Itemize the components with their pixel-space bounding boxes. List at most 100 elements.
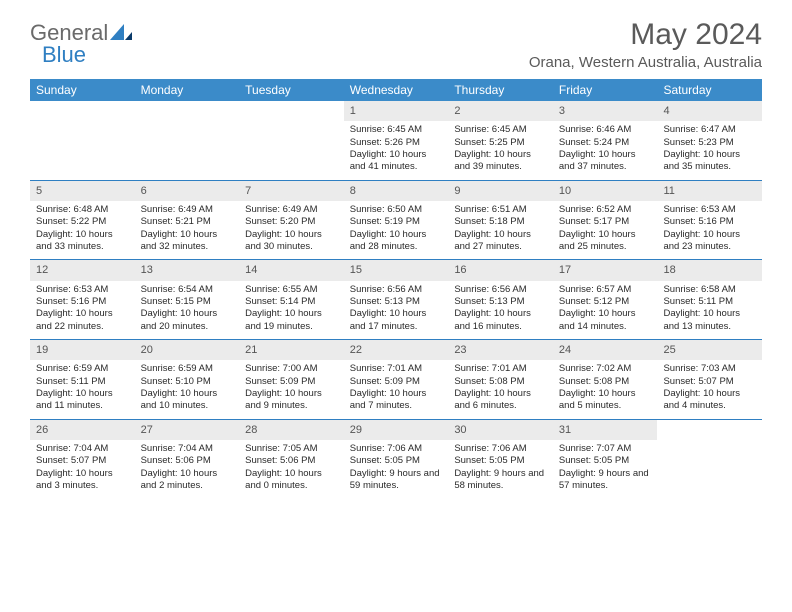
weekday-label: Wednesday [344, 79, 449, 101]
day-number: 20 [135, 340, 240, 360]
day-content: Sunrise: 7:02 AMSunset: 5:08 PMDaylight:… [553, 360, 658, 418]
calendar-week: 12Sunrise: 6:53 AMSunset: 5:16 PMDayligh… [30, 260, 762, 340]
calendar-cell: 10Sunrise: 6:52 AMSunset: 5:17 PMDayligh… [553, 181, 658, 260]
day-number: 7 [239, 181, 344, 201]
calendar-cell: 1Sunrise: 6:45 AMSunset: 5:26 PMDaylight… [344, 101, 449, 180]
day-number: 10 [553, 181, 658, 201]
calendar-cell: 31Sunrise: 7:07 AMSunset: 5:05 PMDayligh… [553, 420, 658, 499]
logo-icon [110, 20, 132, 46]
day-number: 16 [448, 260, 553, 280]
day-number: 25 [657, 340, 762, 360]
weekday-label: Thursday [448, 79, 553, 101]
calendar-cell [30, 101, 135, 180]
day-content: Sunrise: 6:53 AMSunset: 5:16 PMDaylight:… [657, 201, 762, 259]
calendar-cell [135, 101, 240, 180]
day-number: 23 [448, 340, 553, 360]
day-number: 26 [30, 420, 135, 440]
day-content: Sunrise: 6:56 AMSunset: 5:13 PMDaylight:… [448, 281, 553, 339]
day-content: Sunrise: 7:04 AMSunset: 5:07 PMDaylight:… [30, 440, 135, 498]
day-number: 11 [657, 181, 762, 201]
day-number: 13 [135, 260, 240, 280]
calendar-cell: 30Sunrise: 7:06 AMSunset: 5:05 PMDayligh… [448, 420, 553, 499]
calendar-cell: 28Sunrise: 7:05 AMSunset: 5:06 PMDayligh… [239, 420, 344, 499]
calendar-cell: 8Sunrise: 6:50 AMSunset: 5:19 PMDaylight… [344, 181, 449, 260]
calendar-cell: 14Sunrise: 6:55 AMSunset: 5:14 PMDayligh… [239, 260, 344, 339]
day-number: 29 [344, 420, 449, 440]
day-content: Sunrise: 6:47 AMSunset: 5:23 PMDaylight:… [657, 121, 762, 179]
day-content: Sunrise: 6:45 AMSunset: 5:25 PMDaylight:… [448, 121, 553, 179]
day-content: Sunrise: 7:04 AMSunset: 5:06 PMDaylight:… [135, 440, 240, 498]
page-title: May 2024 [30, 18, 762, 52]
calendar-cell: 23Sunrise: 7:01 AMSunset: 5:08 PMDayligh… [448, 340, 553, 419]
day-content: Sunrise: 6:48 AMSunset: 5:22 PMDaylight:… [30, 201, 135, 259]
day-content: Sunrise: 7:06 AMSunset: 5:05 PMDaylight:… [448, 440, 553, 498]
calendar-cell: 18Sunrise: 6:58 AMSunset: 5:11 PMDayligh… [657, 260, 762, 339]
calendar-week: 1Sunrise: 6:45 AMSunset: 5:26 PMDaylight… [30, 101, 762, 181]
day-content: Sunrise: 6:59 AMSunset: 5:10 PMDaylight:… [135, 360, 240, 418]
weekday-label: Monday [135, 79, 240, 101]
weekday-label: Saturday [657, 79, 762, 101]
calendar-cell: 29Sunrise: 7:06 AMSunset: 5:05 PMDayligh… [344, 420, 449, 499]
calendar-cell: 2Sunrise: 6:45 AMSunset: 5:25 PMDaylight… [448, 101, 553, 180]
calendar-cell [657, 420, 762, 499]
calendar-cell: 9Sunrise: 6:51 AMSunset: 5:18 PMDaylight… [448, 181, 553, 260]
day-number: 31 [553, 420, 658, 440]
calendar-cell: 21Sunrise: 7:00 AMSunset: 5:09 PMDayligh… [239, 340, 344, 419]
page-subtitle: Orana, Western Australia, Australia [30, 54, 762, 71]
day-content: Sunrise: 7:01 AMSunset: 5:08 PMDaylight:… [448, 360, 553, 418]
day-content: Sunrise: 6:54 AMSunset: 5:15 PMDaylight:… [135, 281, 240, 339]
calendar-cell: 27Sunrise: 7:04 AMSunset: 5:06 PMDayligh… [135, 420, 240, 499]
day-content: Sunrise: 6:59 AMSunset: 5:11 PMDaylight:… [30, 360, 135, 418]
day-content: Sunrise: 6:46 AMSunset: 5:24 PMDaylight:… [553, 121, 658, 179]
day-content: Sunrise: 6:58 AMSunset: 5:11 PMDaylight:… [657, 281, 762, 339]
day-content: Sunrise: 7:03 AMSunset: 5:07 PMDaylight:… [657, 360, 762, 418]
day-content: Sunrise: 6:52 AMSunset: 5:17 PMDaylight:… [553, 201, 658, 259]
day-content: Sunrise: 7:01 AMSunset: 5:09 PMDaylight:… [344, 360, 449, 418]
calendar-cell: 5Sunrise: 6:48 AMSunset: 5:22 PMDaylight… [30, 181, 135, 260]
calendar-cell: 20Sunrise: 6:59 AMSunset: 5:10 PMDayligh… [135, 340, 240, 419]
day-number: 28 [239, 420, 344, 440]
day-number: 9 [448, 181, 553, 201]
calendar-cell: 26Sunrise: 7:04 AMSunset: 5:07 PMDayligh… [30, 420, 135, 499]
calendar-cell: 15Sunrise: 6:56 AMSunset: 5:13 PMDayligh… [344, 260, 449, 339]
calendar-cell: 3Sunrise: 6:46 AMSunset: 5:24 PMDaylight… [553, 101, 658, 180]
weekday-label: Tuesday [239, 79, 344, 101]
day-content: Sunrise: 6:49 AMSunset: 5:20 PMDaylight:… [239, 201, 344, 259]
calendar-cell: 11Sunrise: 6:53 AMSunset: 5:16 PMDayligh… [657, 181, 762, 260]
day-content: Sunrise: 6:53 AMSunset: 5:16 PMDaylight:… [30, 281, 135, 339]
day-number: 17 [553, 260, 658, 280]
calendar-week: 19Sunrise: 6:59 AMSunset: 5:11 PMDayligh… [30, 340, 762, 420]
calendar: Sunday Monday Tuesday Wednesday Thursday… [30, 79, 762, 498]
logo-text-2: Blue [42, 42, 86, 68]
day-number: 21 [239, 340, 344, 360]
day-number: 22 [344, 340, 449, 360]
calendar-cell: 25Sunrise: 7:03 AMSunset: 5:07 PMDayligh… [657, 340, 762, 419]
day-number: 27 [135, 420, 240, 440]
calendar-cell [239, 101, 344, 180]
weekday-label: Sunday [30, 79, 135, 101]
calendar-week: 5Sunrise: 6:48 AMSunset: 5:22 PMDaylight… [30, 181, 762, 261]
day-content: Sunrise: 7:06 AMSunset: 5:05 PMDaylight:… [344, 440, 449, 498]
calendar-cell: 7Sunrise: 6:49 AMSunset: 5:20 PMDaylight… [239, 181, 344, 260]
day-content: Sunrise: 7:07 AMSunset: 5:05 PMDaylight:… [553, 440, 658, 498]
day-number: 5 [30, 181, 135, 201]
calendar-cell: 16Sunrise: 6:56 AMSunset: 5:13 PMDayligh… [448, 260, 553, 339]
calendar-week: 26Sunrise: 7:04 AMSunset: 5:07 PMDayligh… [30, 420, 762, 499]
day-content: Sunrise: 6:57 AMSunset: 5:12 PMDaylight:… [553, 281, 658, 339]
day-number: 14 [239, 260, 344, 280]
day-number: 1 [344, 101, 449, 121]
day-number: 24 [553, 340, 658, 360]
day-number: 8 [344, 181, 449, 201]
day-number: 12 [30, 260, 135, 280]
day-number: 15 [344, 260, 449, 280]
day-content: Sunrise: 7:00 AMSunset: 5:09 PMDaylight:… [239, 360, 344, 418]
calendar-cell: 24Sunrise: 7:02 AMSunset: 5:08 PMDayligh… [553, 340, 658, 419]
day-number: 19 [30, 340, 135, 360]
day-number: 6 [135, 181, 240, 201]
header: May 2024 Orana, Western Australia, Austr… [30, 18, 762, 71]
day-number: 4 [657, 101, 762, 121]
day-content: Sunrise: 6:55 AMSunset: 5:14 PMDaylight:… [239, 281, 344, 339]
weekday-header: Sunday Monday Tuesday Wednesday Thursday… [30, 79, 762, 101]
day-content: Sunrise: 6:51 AMSunset: 5:18 PMDaylight:… [448, 201, 553, 259]
calendar-cell: 22Sunrise: 7:01 AMSunset: 5:09 PMDayligh… [344, 340, 449, 419]
